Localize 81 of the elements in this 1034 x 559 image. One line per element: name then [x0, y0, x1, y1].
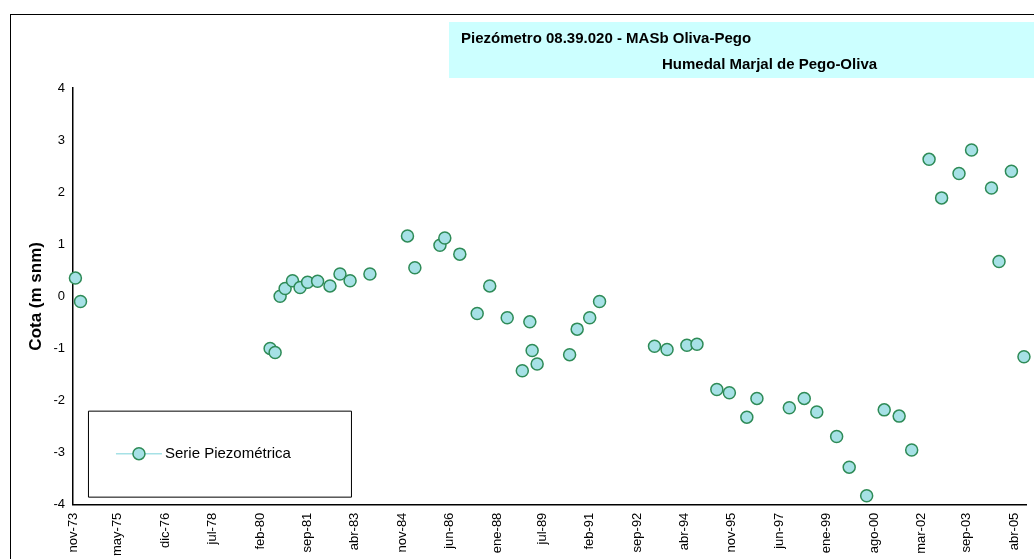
point: [570, 322, 584, 336]
y-tick-label: 3: [57, 131, 65, 147]
point: [740, 410, 754, 424]
point: [400, 229, 415, 243]
point: [470, 306, 484, 321]
point: [323, 279, 337, 293]
point: [268, 345, 282, 360]
point: [68, 271, 83, 285]
y-tick-label: 1: [57, 235, 65, 251]
point: [952, 166, 966, 181]
point: [343, 273, 357, 288]
x-tick-label: may-75: [109, 512, 125, 557]
point: [438, 231, 452, 245]
x-tick-label: dic-76: [156, 512, 172, 549]
point: [710, 382, 724, 397]
point: [877, 403, 891, 417]
x-tick-label: feb-91: [581, 512, 597, 550]
point: [690, 337, 704, 351]
point: [829, 429, 844, 444]
point: [482, 279, 497, 293]
point: [408, 260, 422, 275]
x-tick-label: sep-92: [628, 512, 644, 553]
y-tick-label: 4: [57, 79, 65, 95]
point: [797, 391, 811, 406]
point: [922, 152, 936, 167]
y-tick-label: -2: [53, 392, 65, 408]
point: [592, 294, 607, 309]
x-tick-label: jun-97: [770, 512, 786, 550]
point: [782, 401, 797, 415]
x-tick-label: sep-81: [299, 512, 315, 553]
chart-title: Piezómetro 08.39.020 - MASb Oliva-Pego: [461, 29, 752, 46]
point: [964, 143, 979, 157]
point: [660, 342, 674, 357]
point: [934, 191, 949, 205]
point: [1017, 349, 1031, 364]
point: [333, 267, 347, 281]
point: [904, 443, 919, 457]
x-tick-label: ene-99: [818, 512, 834, 554]
point: [582, 310, 597, 325]
point: [515, 364, 530, 378]
x-tick-label: abr-05: [1005, 512, 1021, 551]
x-tick-label: nov-73: [64, 512, 80, 553]
x-tick-label: ago-00: [865, 512, 881, 554]
point: [892, 409, 906, 423]
point: [530, 357, 544, 371]
x-tick-label: jul-89: [533, 512, 549, 546]
point: [1004, 164, 1019, 179]
y-tick-label: -3: [53, 444, 65, 460]
point: [722, 385, 737, 400]
point: [984, 181, 999, 195]
point: [310, 274, 325, 288]
x-tick-label: jul-78: [204, 512, 220, 546]
x-tick-label: abr-94: [676, 512, 692, 551]
x-tick-label: jun-86: [441, 512, 457, 550]
point: [647, 339, 662, 354]
y-tick-label: 0: [57, 287, 65, 303]
y-tick-label: -4: [53, 496, 65, 512]
point: [363, 267, 377, 281]
point: [842, 460, 856, 474]
point: [500, 310, 514, 325]
x-tick-label: abr-83: [346, 512, 362, 551]
x-tick-label: feb-80: [251, 512, 267, 550]
point: [73, 294, 88, 309]
y-tick-label: 2: [57, 183, 65, 199]
point: [523, 315, 537, 329]
x-tick-label: mar-02: [913, 512, 929, 554]
x-tick-label: nov-95: [723, 512, 739, 553]
x-tick-label: ene-88: [488, 512, 504, 554]
point: [562, 347, 577, 362]
point: [453, 247, 467, 261]
point: [810, 405, 824, 419]
point: [750, 391, 764, 406]
point: [525, 343, 539, 358]
legend-label: Serie Piezométrica: [164, 443, 292, 461]
x-tick-label: nov-84: [394, 512, 410, 553]
point: [992, 254, 1006, 269]
y-axis-title: Cota (m snm): [25, 242, 45, 351]
chart-subtitle: Humedal Marjal de Pego-Oliva: [662, 55, 878, 72]
point: [859, 489, 874, 503]
y-tick-label: -1: [53, 339, 65, 355]
x-tick-label: sep-03: [958, 512, 974, 553]
